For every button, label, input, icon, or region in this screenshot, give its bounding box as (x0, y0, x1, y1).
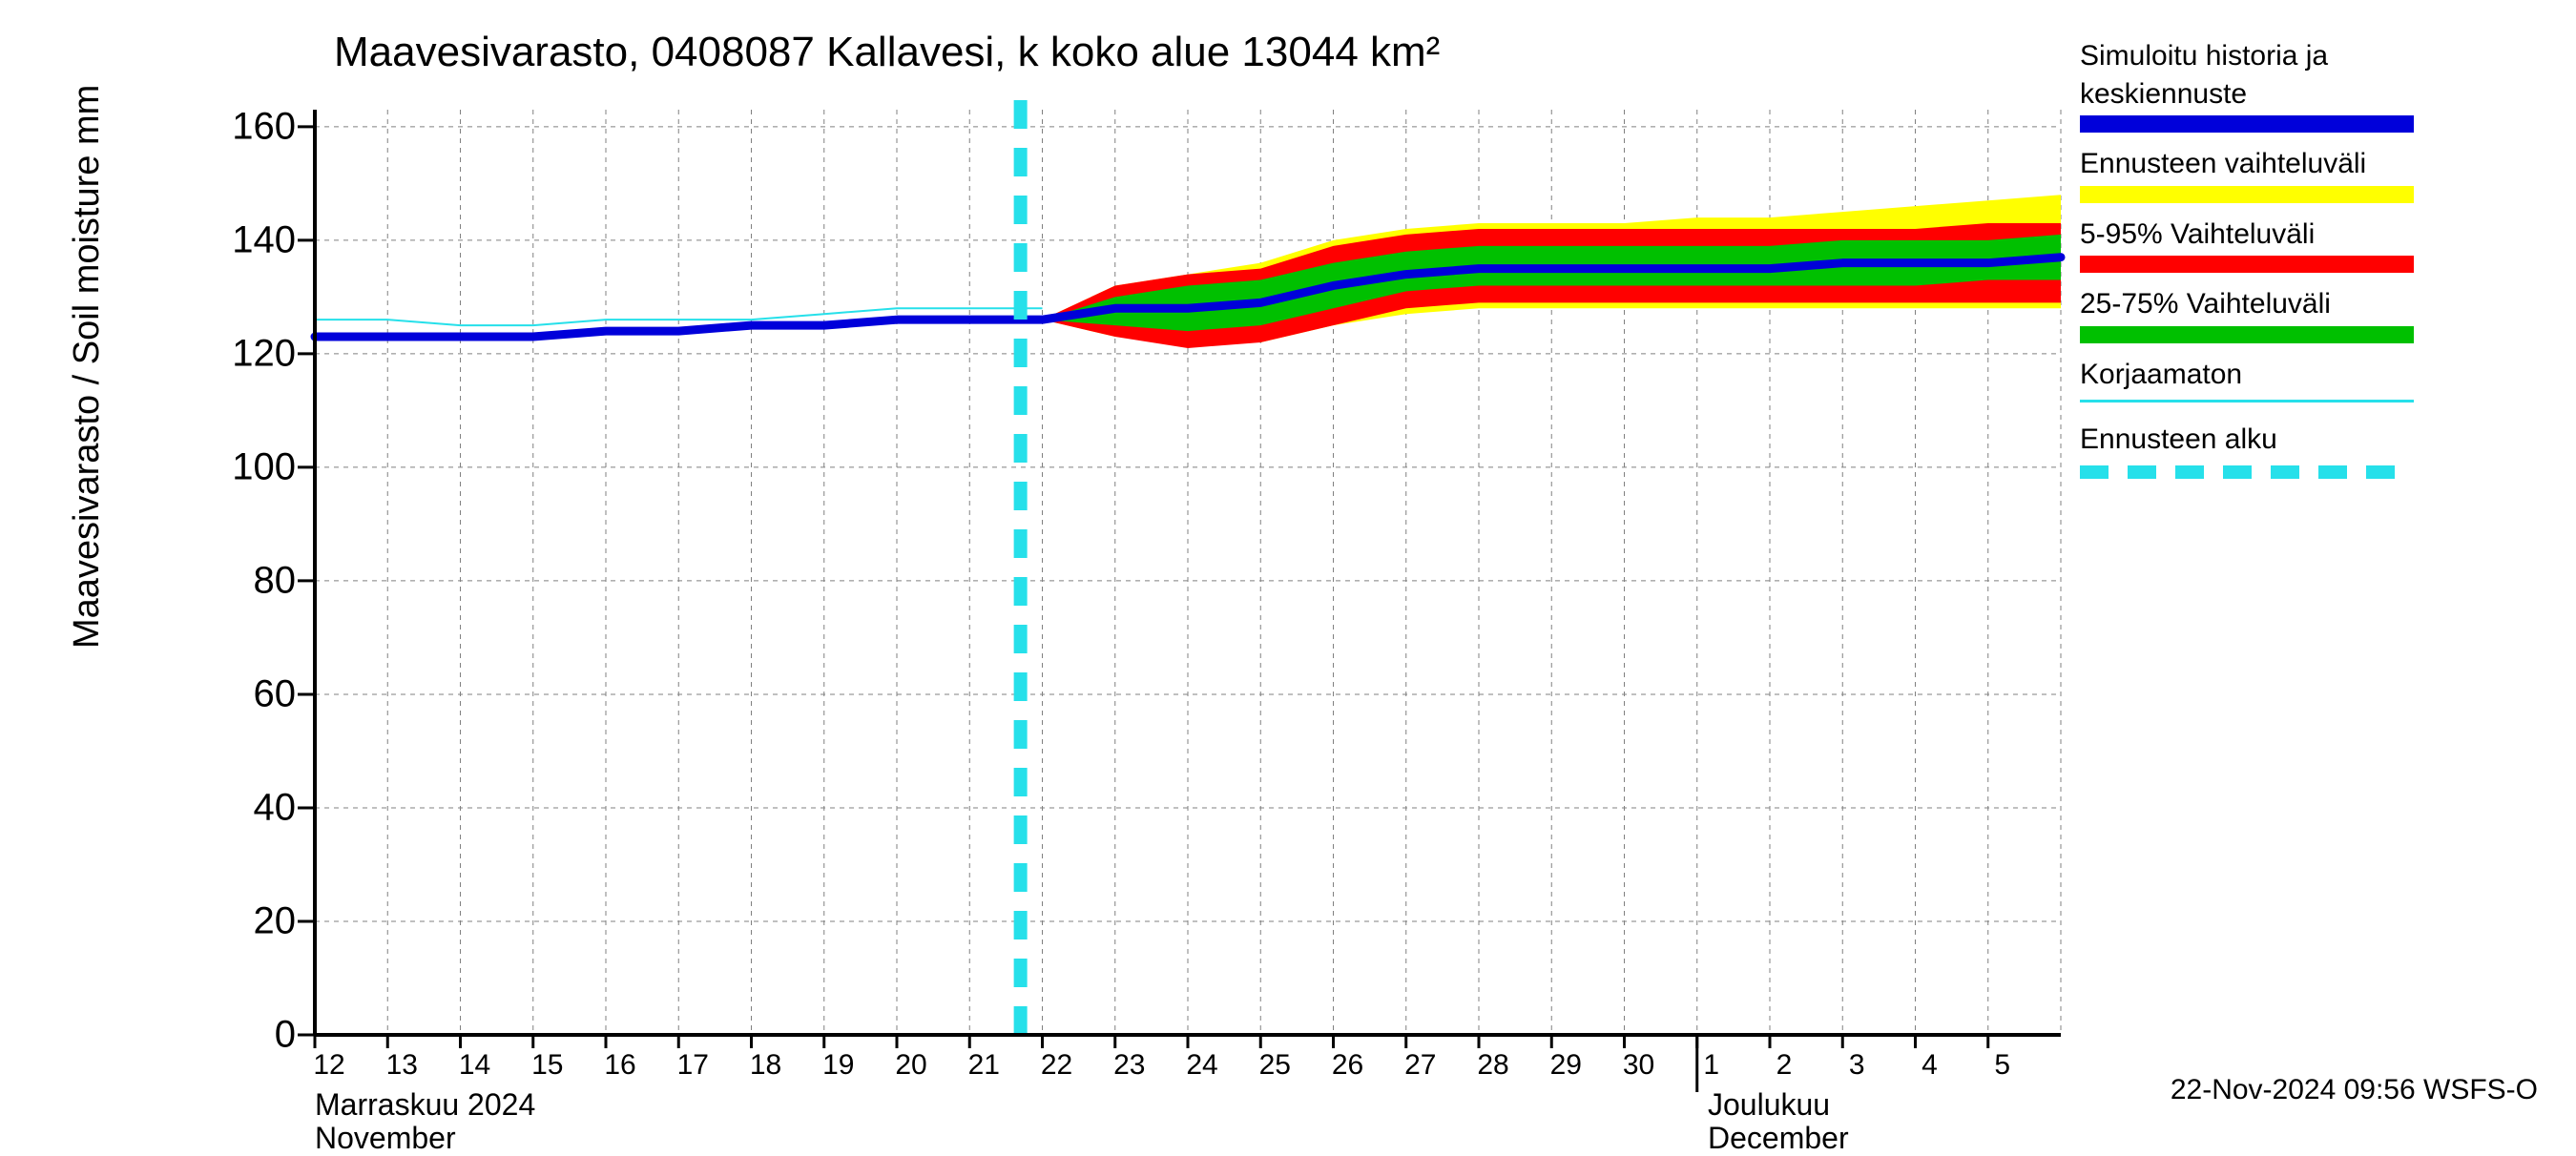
x-tick-label: 4 (1922, 1049, 1938, 1082)
x-tick-label: 26 (1332, 1049, 1363, 1082)
x-tick-label: 1 (1703, 1049, 1719, 1082)
legend-text: Ennusteen vaihteluväli (2080, 146, 2414, 182)
x-tick-label: 27 (1404, 1049, 1436, 1082)
x-tick-label: 19 (822, 1049, 854, 1082)
x-tick-label: 18 (750, 1049, 781, 1082)
x-tick-label: 20 (895, 1049, 926, 1082)
x-tick-label: 21 (968, 1049, 1000, 1082)
legend: Simuloitu historia jakeskiennuste Ennuste… (2080, 38, 2414, 479)
legend-text: keskiennuste (2080, 76, 2414, 113)
month-label-en: December (1708, 1121, 1849, 1156)
legend-text: 25-75% Vaihteluväli (2080, 286, 2414, 322)
timestamp-label: 22-Nov-2024 09:56 WSFS-O (2171, 1074, 2538, 1106)
x-tick-label: 12 (313, 1049, 344, 1082)
x-tick-label: 2 (1776, 1049, 1793, 1082)
legend-swatch (2080, 326, 2414, 343)
x-tick-label: 24 (1186, 1049, 1217, 1082)
y-tick-label: 100 (232, 445, 296, 488)
month-label-fi: Marraskuu 2024 (315, 1087, 535, 1123)
x-tick-label: 23 (1113, 1049, 1145, 1082)
x-tick-label: 29 (1550, 1049, 1582, 1082)
x-tick-label: 25 (1259, 1049, 1291, 1082)
x-tick-label: 22 (1041, 1049, 1072, 1082)
y-tick-label: 20 (254, 899, 297, 942)
x-tick-label: 16 (604, 1049, 635, 1082)
x-tick-label: 28 (1477, 1049, 1508, 1082)
x-tick-label: 14 (459, 1049, 490, 1082)
legend-swatch (2080, 465, 2414, 479)
y-tick-label: 40 (254, 786, 297, 829)
x-tick-label: 3 (1849, 1049, 1865, 1082)
x-tick-label: 5 (1994, 1049, 2010, 1082)
legend-text: 5-95% Vaihteluväli (2080, 217, 2414, 253)
legend-text: Ennusteen alku (2080, 422, 2414, 458)
month-label-fi: Joulukuu (1708, 1087, 1830, 1123)
legend-swatch (2080, 115, 2414, 133)
y-tick-label: 120 (232, 332, 296, 375)
x-tick-label: 13 (386, 1049, 418, 1082)
y-tick-label: 0 (275, 1014, 296, 1057)
legend-swatch (2080, 400, 2414, 403)
x-tick-label: 15 (531, 1049, 563, 1082)
legend-swatch (2080, 256, 2414, 273)
y-tick-label: 140 (232, 218, 296, 261)
legend-swatch (2080, 186, 2414, 203)
y-tick-label: 160 (232, 105, 296, 148)
legend-text: Korjaamaton (2080, 357, 2414, 393)
x-tick-label: 17 (677, 1049, 709, 1082)
legend-text: Simuloitu historia ja (2080, 38, 2414, 74)
y-tick-label: 80 (254, 559, 297, 602)
month-label-en: November (315, 1121, 456, 1156)
x-tick-label: 30 (1623, 1049, 1654, 1082)
chart-container: Maavesivarasto, 0408087 Kallavesi, k kok… (0, 0, 2576, 1145)
y-tick-label: 60 (254, 672, 297, 715)
